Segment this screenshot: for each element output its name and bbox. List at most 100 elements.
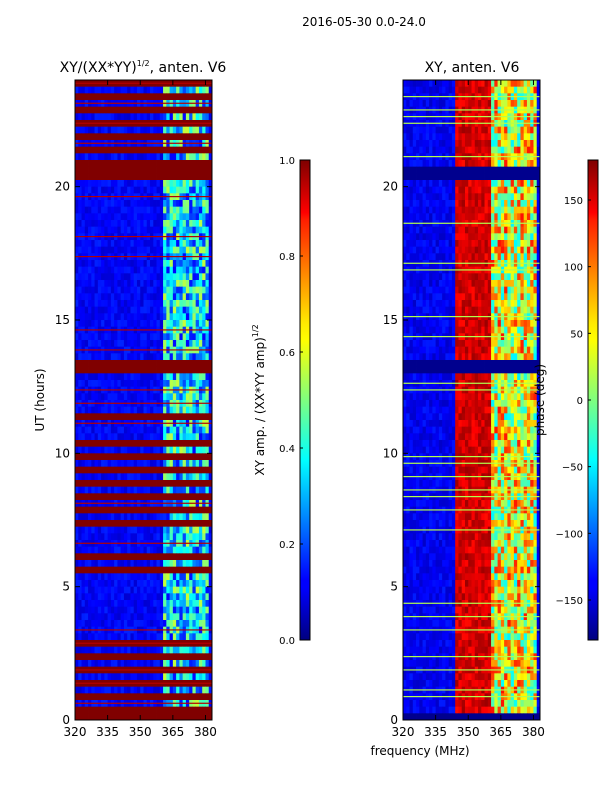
heatmap-cell [147, 307, 151, 314]
heatmap-cell [88, 167, 92, 174]
heatmap-cell [101, 353, 105, 360]
heatmap-cell [91, 227, 95, 234]
heatmap-cell [88, 567, 92, 574]
heatmap-cell [137, 480, 141, 487]
heatmap-cell [85, 607, 89, 614]
heatmap-cell [153, 167, 157, 174]
heatmap-cell [199, 440, 203, 447]
heatmap-cell [514, 100, 518, 107]
heatmap-cell [101, 453, 105, 460]
heatmap-cell [147, 653, 151, 660]
heatmap-cell [117, 87, 121, 94]
heatmap-cell [121, 447, 125, 454]
heatmap-cell [82, 160, 86, 167]
heatmap-cell [410, 80, 414, 87]
heatmap-cell [189, 147, 193, 154]
heatmap-cell [199, 427, 203, 434]
heatmap-cell [153, 433, 157, 440]
heatmap-cell [78, 353, 82, 360]
heatmap-cell [85, 320, 89, 327]
heatmap-cell [205, 707, 209, 714]
heatmap-cell [183, 707, 187, 714]
heatmap-cell [75, 580, 79, 587]
heatmap-cell [91, 593, 95, 600]
heatmap-cell [134, 427, 138, 434]
heatmap-cell [127, 613, 131, 620]
heatmap-cell [199, 320, 203, 327]
heatmap-cell [176, 600, 180, 607]
heatmap-cell [173, 487, 177, 494]
heatmap-cell [186, 587, 190, 594]
heatmap-cell [140, 127, 144, 134]
heatmap-cell [176, 660, 180, 667]
heatmap-cell [406, 147, 410, 154]
heatmap-cell [85, 360, 89, 367]
heatmap-cell [117, 493, 121, 500]
heatmap-cell [121, 353, 125, 360]
heatmap-cell [173, 520, 177, 527]
heatmap-cell [442, 173, 446, 180]
heatmap-cell [95, 673, 99, 680]
heatmap-cell [511, 167, 515, 174]
heatmap-cell [192, 280, 196, 287]
heatmap-cell [124, 133, 128, 140]
heatmap-cell [130, 693, 134, 700]
heatmap-cell [111, 620, 115, 627]
heatmap-cell [163, 393, 167, 400]
heatmap-cell [436, 193, 440, 200]
heatmap-cell [130, 227, 134, 234]
heatmap-cell [157, 440, 161, 447]
heatmap-cell [134, 307, 138, 314]
heatmap-cell [114, 713, 118, 720]
heatmap-cell [189, 107, 193, 114]
heatmap-cell [413, 140, 417, 147]
heatmap-cell [423, 140, 427, 147]
heatmap-cell [114, 453, 118, 460]
heatmap-cell [416, 180, 420, 187]
heatmap-cell [108, 180, 112, 187]
heatmap-cell [130, 213, 134, 220]
heatmap-cell [153, 527, 157, 534]
heatmap-cell [160, 547, 164, 554]
heatmap-cell [501, 167, 505, 174]
heatmap-cell [491, 140, 495, 147]
heatmap-cell [160, 380, 164, 387]
heatmap-cell [101, 560, 105, 567]
heatmap-cell [199, 293, 203, 300]
heatmap-cell [520, 160, 524, 167]
heatmap-cell [160, 313, 164, 320]
heatmap-cell [186, 713, 190, 720]
heatmap-cell [137, 173, 141, 180]
heatmap-cell [157, 547, 161, 554]
heatmap-cell [186, 513, 190, 520]
heatmap-cell [192, 113, 196, 120]
heatmap-cell [189, 433, 193, 440]
heatmap-cell [160, 267, 164, 274]
heatmap-cell [176, 240, 180, 247]
heatmap-cell [452, 87, 456, 94]
heatmap-cell [196, 527, 200, 534]
heatmap-cell [78, 293, 82, 300]
heatmap-cell [101, 160, 105, 167]
heatmap-cell [436, 200, 440, 207]
heatmap-cell [199, 367, 203, 374]
heatmap-cell [75, 527, 79, 534]
heatmap-cell [91, 513, 95, 520]
heatmap-cell [147, 380, 151, 387]
heatmap-cell [439, 180, 443, 187]
heatmap-cell [189, 353, 193, 360]
heatmap-cell [183, 633, 187, 640]
heatmap-cell [166, 533, 170, 540]
heatmap-cell [124, 407, 128, 414]
heatmap-cell [205, 87, 209, 94]
heatmap-cell [530, 213, 534, 220]
heatmap-cell [205, 607, 209, 614]
heatmap-cell [117, 113, 121, 120]
heatmap-cell [88, 220, 92, 227]
heatmap-cell [75, 127, 79, 134]
heatmap-cell [189, 407, 193, 414]
heatmap-cell [176, 187, 180, 194]
heatmap-cell [179, 547, 183, 554]
heatmap-cell [485, 193, 489, 200]
heatmap-cell [153, 613, 157, 620]
